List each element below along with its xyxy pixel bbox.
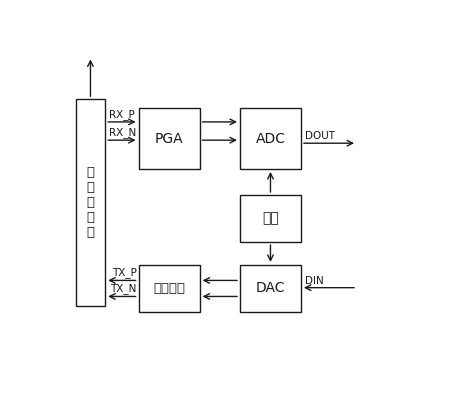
- Text: TX_N: TX_N: [110, 284, 137, 294]
- Text: ADC: ADC: [255, 132, 285, 146]
- Text: 差分放大: 差分放大: [153, 282, 185, 295]
- Bar: [240, 265, 301, 312]
- Text: RX_N: RX_N: [109, 127, 136, 138]
- Bar: [76, 99, 106, 306]
- Text: 单
对
双
绞
线: 单 对 双 绞 线: [87, 166, 94, 239]
- Text: DAC: DAC: [256, 282, 285, 295]
- Text: DOUT: DOUT: [304, 131, 335, 141]
- Text: PGA: PGA: [155, 132, 184, 146]
- Bar: [240, 195, 301, 242]
- Text: RX_P: RX_P: [109, 109, 134, 120]
- Text: DIN: DIN: [304, 276, 323, 286]
- Text: 晶振: 晶振: [262, 211, 279, 226]
- Bar: [138, 108, 200, 169]
- Bar: [138, 265, 200, 312]
- Bar: [240, 108, 301, 169]
- Text: TX_P: TX_P: [112, 267, 137, 278]
